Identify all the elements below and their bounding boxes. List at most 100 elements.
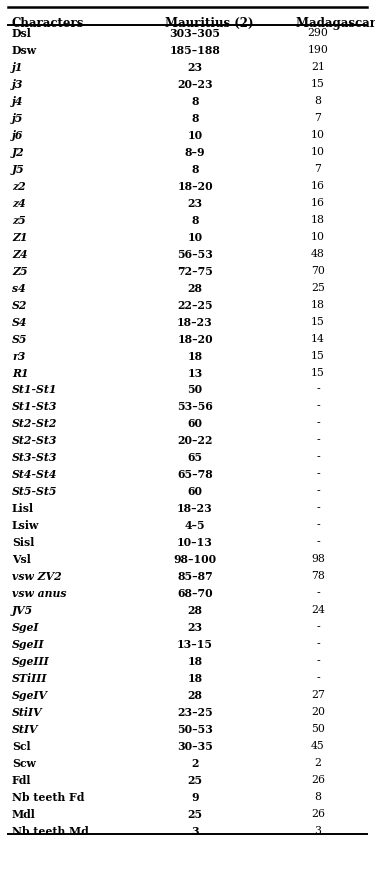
Text: 26: 26 xyxy=(311,775,325,785)
Text: 28: 28 xyxy=(188,690,202,702)
Text: 18–20: 18–20 xyxy=(177,333,213,345)
Text: 25: 25 xyxy=(188,809,202,820)
Text: 8: 8 xyxy=(191,96,199,107)
Text: 28: 28 xyxy=(188,606,202,616)
Text: -: - xyxy=(316,657,320,667)
Text: -: - xyxy=(316,504,320,513)
Text: 15: 15 xyxy=(311,316,325,326)
Text: 68–70: 68–70 xyxy=(177,589,213,599)
Text: 3: 3 xyxy=(191,826,199,837)
Text: 13: 13 xyxy=(188,367,202,378)
Text: 23: 23 xyxy=(188,623,202,633)
Text: 10: 10 xyxy=(311,231,325,242)
Text: 56–53: 56–53 xyxy=(177,248,213,260)
Text: j5: j5 xyxy=(12,113,24,124)
Text: 8: 8 xyxy=(315,96,321,106)
Text: 23–25: 23–25 xyxy=(177,707,213,719)
Text: 23: 23 xyxy=(188,198,202,209)
Text: Scl: Scl xyxy=(12,741,31,753)
Text: -: - xyxy=(316,487,320,496)
Text: St2-St3: St2-St3 xyxy=(12,435,57,446)
Text: 9: 9 xyxy=(191,792,199,803)
Text: 18–23: 18–23 xyxy=(177,316,213,328)
Text: -: - xyxy=(316,470,320,479)
Text: 3: 3 xyxy=(315,826,321,836)
Text: -: - xyxy=(316,401,320,411)
Text: 10: 10 xyxy=(311,130,325,140)
Text: Z1: Z1 xyxy=(12,231,28,243)
Text: 185–188: 185–188 xyxy=(170,45,220,56)
Text: 8: 8 xyxy=(315,792,321,802)
Text: 60: 60 xyxy=(188,487,202,497)
Text: 15: 15 xyxy=(311,79,325,89)
Text: 60: 60 xyxy=(188,418,202,429)
Text: 23: 23 xyxy=(188,62,202,73)
Text: Dsw: Dsw xyxy=(12,45,37,56)
Text: Fdl: Fdl xyxy=(12,775,32,787)
Text: 8: 8 xyxy=(191,164,199,175)
Text: 65–78: 65–78 xyxy=(177,470,213,480)
Text: 190: 190 xyxy=(308,45,328,55)
Text: vsw anus: vsw anus xyxy=(12,589,66,599)
Text: j3: j3 xyxy=(12,79,24,90)
Text: 30–35: 30–35 xyxy=(177,741,213,753)
Text: J5: J5 xyxy=(12,164,25,175)
Text: 24: 24 xyxy=(311,606,325,616)
Text: s4: s4 xyxy=(12,282,26,294)
Text: 70: 70 xyxy=(311,265,325,276)
Text: 27: 27 xyxy=(311,690,325,701)
Text: -: - xyxy=(316,538,320,547)
Text: -: - xyxy=(316,673,320,684)
Text: 50–53: 50–53 xyxy=(177,724,213,736)
Text: 8: 8 xyxy=(191,215,199,226)
Text: S5: S5 xyxy=(12,333,27,345)
Text: Sisl: Sisl xyxy=(12,538,34,548)
Text: 16: 16 xyxy=(311,181,325,191)
Text: StiIV: StiIV xyxy=(12,707,43,719)
Text: r3: r3 xyxy=(12,350,26,361)
Text: Lisl: Lisl xyxy=(12,504,34,514)
Text: -: - xyxy=(316,521,320,530)
Text: 303–305: 303–305 xyxy=(170,28,220,39)
Text: Lsiw: Lsiw xyxy=(12,521,39,531)
Text: 98: 98 xyxy=(311,555,325,564)
Text: 22–25: 22–25 xyxy=(177,299,213,311)
Text: 20: 20 xyxy=(311,707,325,718)
Text: -: - xyxy=(316,452,320,462)
Text: Nb teeth Fd: Nb teeth Fd xyxy=(12,792,84,803)
Text: St1-St1: St1-St1 xyxy=(12,384,57,395)
Text: SgeIV: SgeIV xyxy=(12,690,48,702)
Text: 20–22: 20–22 xyxy=(177,435,213,446)
Text: 18–23: 18–23 xyxy=(177,504,213,514)
Text: 7: 7 xyxy=(315,164,321,174)
Text: S2: S2 xyxy=(12,299,27,311)
Text: Characters: Characters xyxy=(12,17,84,30)
Text: Z4: Z4 xyxy=(12,248,28,260)
Text: St4-St4: St4-St4 xyxy=(12,470,57,480)
Text: StIV: StIV xyxy=(12,724,39,736)
Text: Mauritius (2): Mauritius (2) xyxy=(165,17,254,30)
Text: STiIII: STiIII xyxy=(12,673,48,685)
Text: 65: 65 xyxy=(188,452,202,463)
Text: St5-St5: St5-St5 xyxy=(12,487,57,497)
Text: 72–75: 72–75 xyxy=(177,265,213,277)
Text: St1-St3: St1-St3 xyxy=(12,401,57,412)
Text: 18: 18 xyxy=(188,657,202,668)
Text: 2: 2 xyxy=(191,758,199,770)
Text: 85–87: 85–87 xyxy=(177,572,213,582)
Text: Dsl: Dsl xyxy=(12,28,32,39)
Text: St2-St2: St2-St2 xyxy=(12,418,57,429)
Text: 10: 10 xyxy=(188,130,202,141)
Text: R1: R1 xyxy=(12,367,28,378)
Text: Mdl: Mdl xyxy=(12,809,36,820)
Text: 26: 26 xyxy=(311,809,325,819)
Text: J2: J2 xyxy=(12,147,25,158)
Text: 13–15: 13–15 xyxy=(177,640,213,650)
Text: -: - xyxy=(316,640,320,650)
Text: St3-St3: St3-St3 xyxy=(12,452,57,463)
Text: 8–9: 8–9 xyxy=(185,147,205,158)
Text: 10: 10 xyxy=(188,231,202,243)
Text: 18: 18 xyxy=(311,215,325,225)
Text: 290: 290 xyxy=(308,28,328,38)
Text: 18: 18 xyxy=(188,350,202,361)
